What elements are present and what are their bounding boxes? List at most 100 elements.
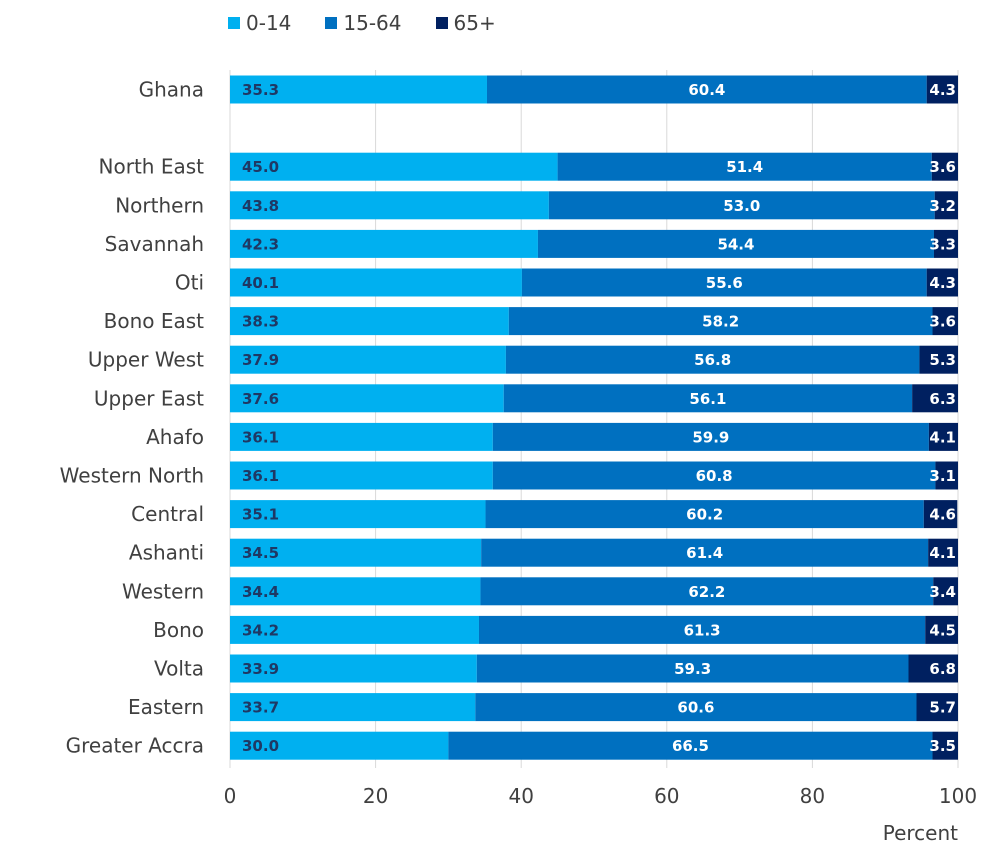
category-labels: Ghana North East Northern Savannah Oti Bono E…: [60, 78, 204, 758]
bar-segment-2: [933, 229, 958, 258]
bar-segment-0: [230, 461, 493, 490]
category-label: Central: [131, 502, 204, 526]
data-label-0: 37.9: [242, 351, 279, 369]
data-label-2: 3.2: [929, 197, 956, 215]
bar-segment-1: [481, 538, 929, 567]
data-label-2: 3.1: [929, 467, 956, 485]
legend-label-15-64: 15-64: [343, 11, 402, 35]
category-label: Western North: [60, 464, 204, 488]
data-label-2: 5.3: [929, 351, 956, 369]
data-label-2: 4.3: [929, 81, 956, 99]
category-label: Upper West: [88, 348, 204, 372]
data-label-1: 55.6: [706, 274, 743, 292]
bar-segment-1: [476, 654, 909, 683]
data-label-2: 3.6: [929, 313, 956, 331]
bar-segment-2: [908, 654, 958, 683]
data-label-1: 54.4: [717, 235, 754, 253]
category-label: Eastern: [128, 695, 204, 719]
bar-segment-1: [505, 345, 920, 374]
bar-segment-0: [230, 500, 486, 529]
data-label-1: 56.8: [694, 351, 731, 369]
category-label: Western: [122, 579, 204, 603]
data-label-2: 6.3: [929, 390, 956, 408]
data-label-2: 4.1: [929, 428, 956, 446]
bar-segment-1: [485, 500, 924, 529]
bar-segment-2: [919, 345, 958, 374]
bar-segment-2: [926, 75, 958, 104]
bar-segment-2: [932, 731, 958, 760]
x-tick-label: 40: [508, 784, 533, 808]
data-label-2: 3.5: [929, 737, 956, 755]
bar-segment-0: [230, 615, 479, 644]
bar-segment-1: [492, 461, 936, 490]
bar-segment-0: [230, 191, 549, 220]
data-label-1: 51.4: [726, 158, 763, 176]
bar-segment-1: [548, 191, 935, 220]
gridlines: [229, 70, 959, 768]
data-label-2: 6.8: [929, 660, 956, 678]
bar-segment-1: [475, 693, 917, 722]
data-label-2: 5.7: [929, 699, 956, 717]
data-label-0: 33.9: [242, 660, 279, 678]
chart-legend: 0-14 15-64 65+: [228, 8, 530, 38]
bar-segment-1: [537, 229, 934, 258]
bar-segment-2: [931, 152, 958, 181]
data-label-1: 60.6: [677, 699, 714, 717]
data-label-1: 58.2: [702, 313, 739, 331]
bar-segment-2: [912, 384, 958, 413]
category-label: Ahafo: [146, 425, 204, 449]
bar-segment-2: [932, 307, 958, 336]
data-label-1: 60.8: [696, 467, 733, 485]
data-label-0: 34.4: [242, 583, 279, 601]
x-tick-label: 60: [654, 784, 679, 808]
bar-segment-1: [557, 152, 932, 181]
bar-segment-1: [492, 422, 929, 451]
bar-segment-1: [480, 577, 934, 606]
category-label: Greater Accra: [66, 734, 204, 758]
bar-segment-0: [230, 577, 481, 606]
category-label: Upper East: [94, 386, 204, 410]
bar-segment-0: [230, 538, 482, 567]
bar-segment-2: [928, 422, 958, 451]
category-label: Bono: [153, 618, 204, 642]
data-label-0: 42.3: [242, 235, 279, 253]
bar-segment-2: [933, 577, 958, 606]
category-label: Oti: [175, 271, 204, 295]
data-label-2: 3.3: [929, 235, 956, 253]
data-label-0: 35.1: [242, 506, 279, 524]
bar-segment-0: [230, 307, 509, 336]
x-tick-label: 0: [224, 784, 237, 808]
bar-segment-1: [508, 307, 933, 336]
data-label-0: 45.0: [242, 158, 279, 176]
bar-segment-2: [928, 538, 958, 567]
data-label-0: 30.0: [242, 737, 279, 755]
x-tick-label: 100: [939, 784, 977, 808]
data-label-2: 4.1: [929, 544, 956, 562]
category-label: Bono East: [104, 309, 205, 333]
data-label-2: 4.6: [929, 506, 956, 524]
bar-segment-0: [230, 75, 487, 104]
legend-item-0-14: 0-14: [228, 11, 291, 35]
category-label: Savannah: [105, 232, 204, 256]
data-label-2: 4.5: [929, 621, 956, 639]
x-tick-label: 20: [363, 784, 388, 808]
bar-segment-0: [230, 268, 522, 297]
data-label-1: 60.2: [686, 506, 723, 524]
legend-item-15-64: 15-64: [325, 11, 402, 35]
data-label-0: 38.3: [242, 313, 279, 331]
data-label-1: 56.1: [689, 390, 726, 408]
category-label: Northern: [115, 193, 204, 217]
data-label-0: 35.3: [242, 81, 279, 99]
data-label-0: 36.1: [242, 467, 279, 485]
legend-label-0-14: 0-14: [246, 11, 292, 35]
x-axis-title: Percent: [883, 821, 958, 843]
legend-swatch-65-plus: [435, 17, 448, 29]
bar-segment-2: [916, 693, 958, 722]
bar-segment-0: [230, 731, 449, 760]
legend-swatch-0-14: [228, 17, 240, 29]
legend-swatch-15-64: [325, 17, 338, 29]
bar-segment-2: [925, 615, 958, 644]
bar-segment-2: [923, 500, 958, 529]
data-label-0: 37.6: [242, 390, 279, 408]
